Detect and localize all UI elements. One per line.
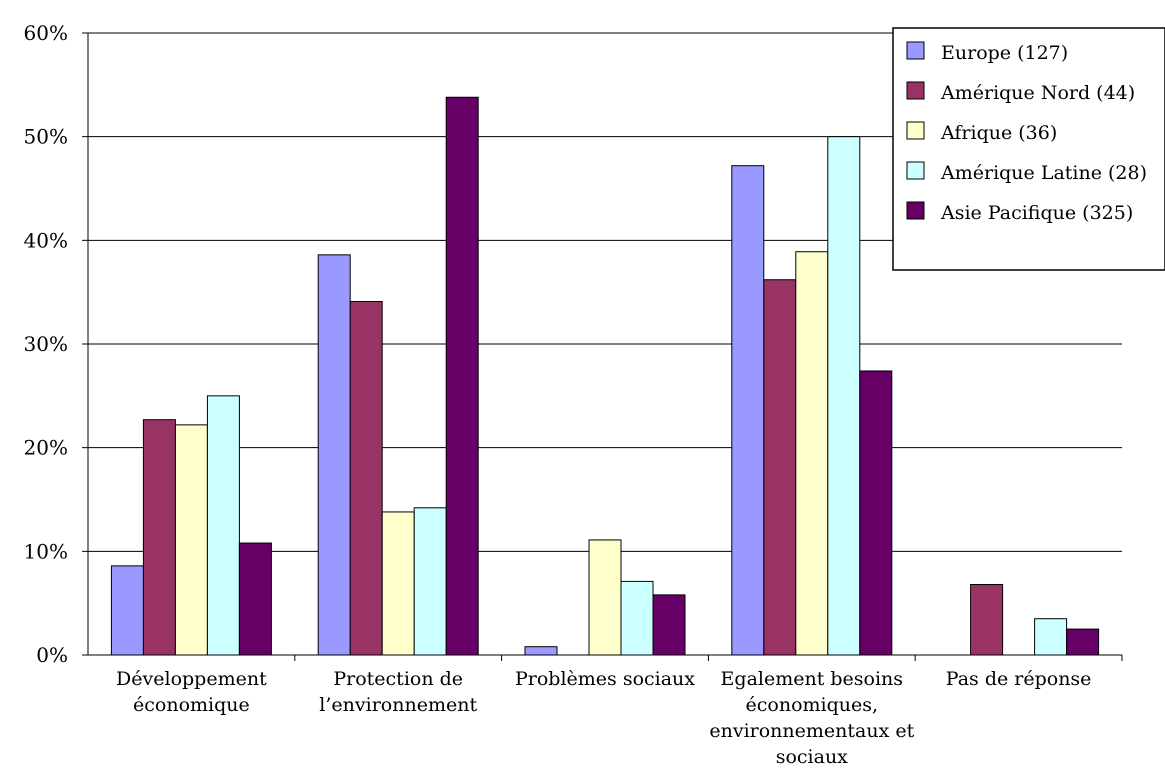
axes [82, 32, 1123, 661]
bar [413, 507, 447, 656]
x-category-label: sociaux [776, 746, 848, 768]
bar [317, 254, 351, 656]
x-category-label: Egalement besoins [721, 668, 904, 690]
x-category-label: économique [133, 694, 250, 716]
bar [445, 96, 479, 656]
y-tick-label: 30% [24, 332, 68, 356]
bars [110, 96, 1100, 656]
x-axis-category-labels: Développement économique Protection de l’en… [116, 668, 1091, 768]
legend-label: Amérique Nord (44) [940, 82, 1135, 104]
x-category-label: environnementaux et [709, 720, 914, 742]
y-tick-label: 40% [24, 228, 68, 252]
legend-swatch [906, 41, 925, 60]
y-tick-label: 20% [24, 436, 68, 460]
bar [827, 136, 861, 656]
legend-label: Asie Pacifique (325) [940, 202, 1133, 224]
bar [1066, 628, 1100, 656]
bar [1034, 618, 1068, 656]
legend-label: Afrique (36) [940, 122, 1057, 144]
bar [174, 424, 208, 656]
legend-label: Europe (127) [941, 42, 1068, 64]
x-category-label: Pas de réponse [946, 668, 1092, 690]
bar [142, 419, 176, 656]
legend-swatch [906, 81, 925, 100]
x-category-label: économiques, [746, 694, 879, 716]
y-tick-label: 0% [36, 643, 68, 667]
legend-swatch [906, 201, 925, 220]
bar [652, 594, 686, 656]
y-tick-label: 10% [24, 539, 68, 563]
y-axis-tick-labels: 0% 10% 20% 30% 40% 50% 60% [24, 21, 68, 667]
legend-box [892, 27, 1165, 271]
legend: Europe (127) Amérique Nord (44) Afrique (3… [892, 27, 1165, 271]
legend-swatch [906, 121, 925, 140]
bar [620, 580, 654, 656]
bar [795, 251, 829, 656]
x-category-label: Problèmes sociaux [515, 668, 695, 690]
bar [588, 539, 622, 656]
x-category-label: Protection de [333, 668, 463, 690]
y-tick-label: 50% [24, 125, 68, 149]
x-category-label: Développement [116, 668, 267, 690]
y-tick-label: 60% [24, 21, 68, 45]
bar [859, 370, 893, 656]
legend-swatch [906, 161, 925, 180]
x-category-label: l’environnement [319, 694, 477, 716]
bar [381, 511, 415, 656]
bar [524, 646, 558, 656]
bar [238, 542, 272, 656]
legend-label: Amérique Latine (28) [940, 162, 1147, 184]
bar [970, 584, 1004, 656]
bar [206, 395, 240, 656]
bar [731, 165, 765, 656]
bar [110, 565, 144, 656]
bar [763, 279, 797, 656]
gridlines [88, 32, 1122, 552]
bar [349, 300, 383, 656]
